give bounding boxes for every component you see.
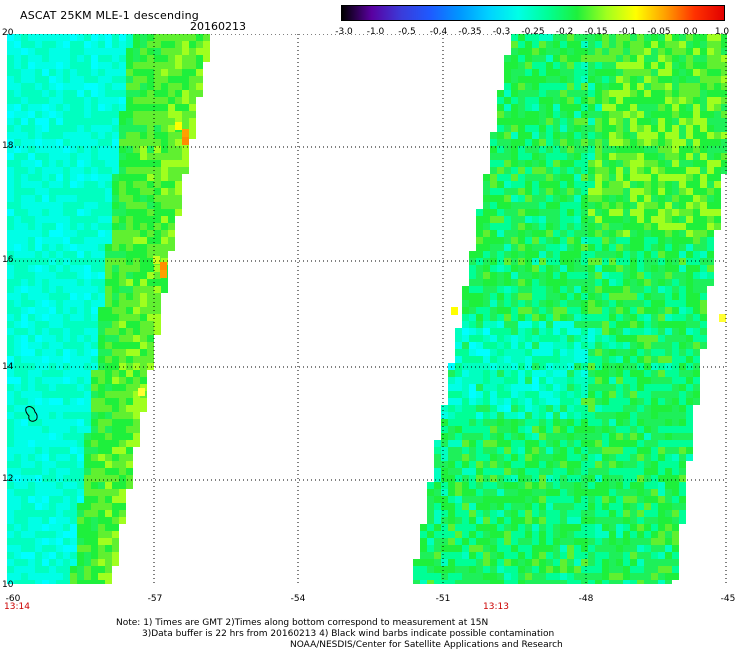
colorbar-tick-label: -0.25 xyxy=(521,27,545,37)
note-line-3: NOAA/NESDIS/Center for Satellite Applica… xyxy=(290,640,563,650)
colorbar-tick-label: -0.2 xyxy=(555,27,574,37)
colorbar-tick-label: 1.0 xyxy=(714,27,730,37)
graticule xyxy=(7,34,727,584)
lon-label-57: -57 xyxy=(147,594,163,604)
note-line-1: Note: 1) Times are GMT 2)Times along bot… xyxy=(116,618,489,628)
colorbar xyxy=(341,5,725,21)
colorbar-tick-label: -0.3 xyxy=(492,27,511,37)
colorbar-tick-label: -0.4 xyxy=(429,27,448,37)
note-line-2: 3)Data buffer is 22 hrs from 20160213 4)… xyxy=(142,629,555,639)
colorbar-tick-label: -0.15 xyxy=(584,27,608,37)
lat-label-10: 10 xyxy=(2,580,14,590)
lat-label-20: 20 xyxy=(2,28,14,38)
swath-map xyxy=(7,34,727,584)
lat-label-14: 14 xyxy=(2,362,14,372)
swath-time-right: 13:13 xyxy=(483,602,509,612)
colorbar-tick-label: -3.0 xyxy=(335,27,353,37)
island-outline xyxy=(25,406,38,422)
map-title: ASCAT 25KM MLE-1 descending xyxy=(20,9,199,22)
swath-time-left: 13:14 xyxy=(4,602,30,612)
lon-label-45: -45 xyxy=(720,594,736,604)
colorbar-tick-label: -0.35 xyxy=(458,27,482,37)
lat-label-16: 16 xyxy=(2,255,14,265)
colorbar-tick-label: -0.5 xyxy=(398,27,416,37)
lat-label-12: 12 xyxy=(2,474,14,484)
lon-label-54: -54 xyxy=(290,594,306,604)
colorbar-tick-label: -1.0 xyxy=(366,27,385,37)
lon-label-60: -60 xyxy=(5,594,21,604)
map-date: 20160213 xyxy=(190,20,246,33)
swath-pixels xyxy=(7,34,727,584)
lon-label-48: -48 xyxy=(578,594,594,604)
colorbar-tick-label: -0.1 xyxy=(618,27,637,37)
colorbar-tick-label: 0.0 xyxy=(683,27,698,37)
lat-label-18: 18 xyxy=(2,141,14,151)
colorbar-tick-label: -0.05 xyxy=(647,27,671,37)
lon-label-51: -51 xyxy=(435,594,451,604)
